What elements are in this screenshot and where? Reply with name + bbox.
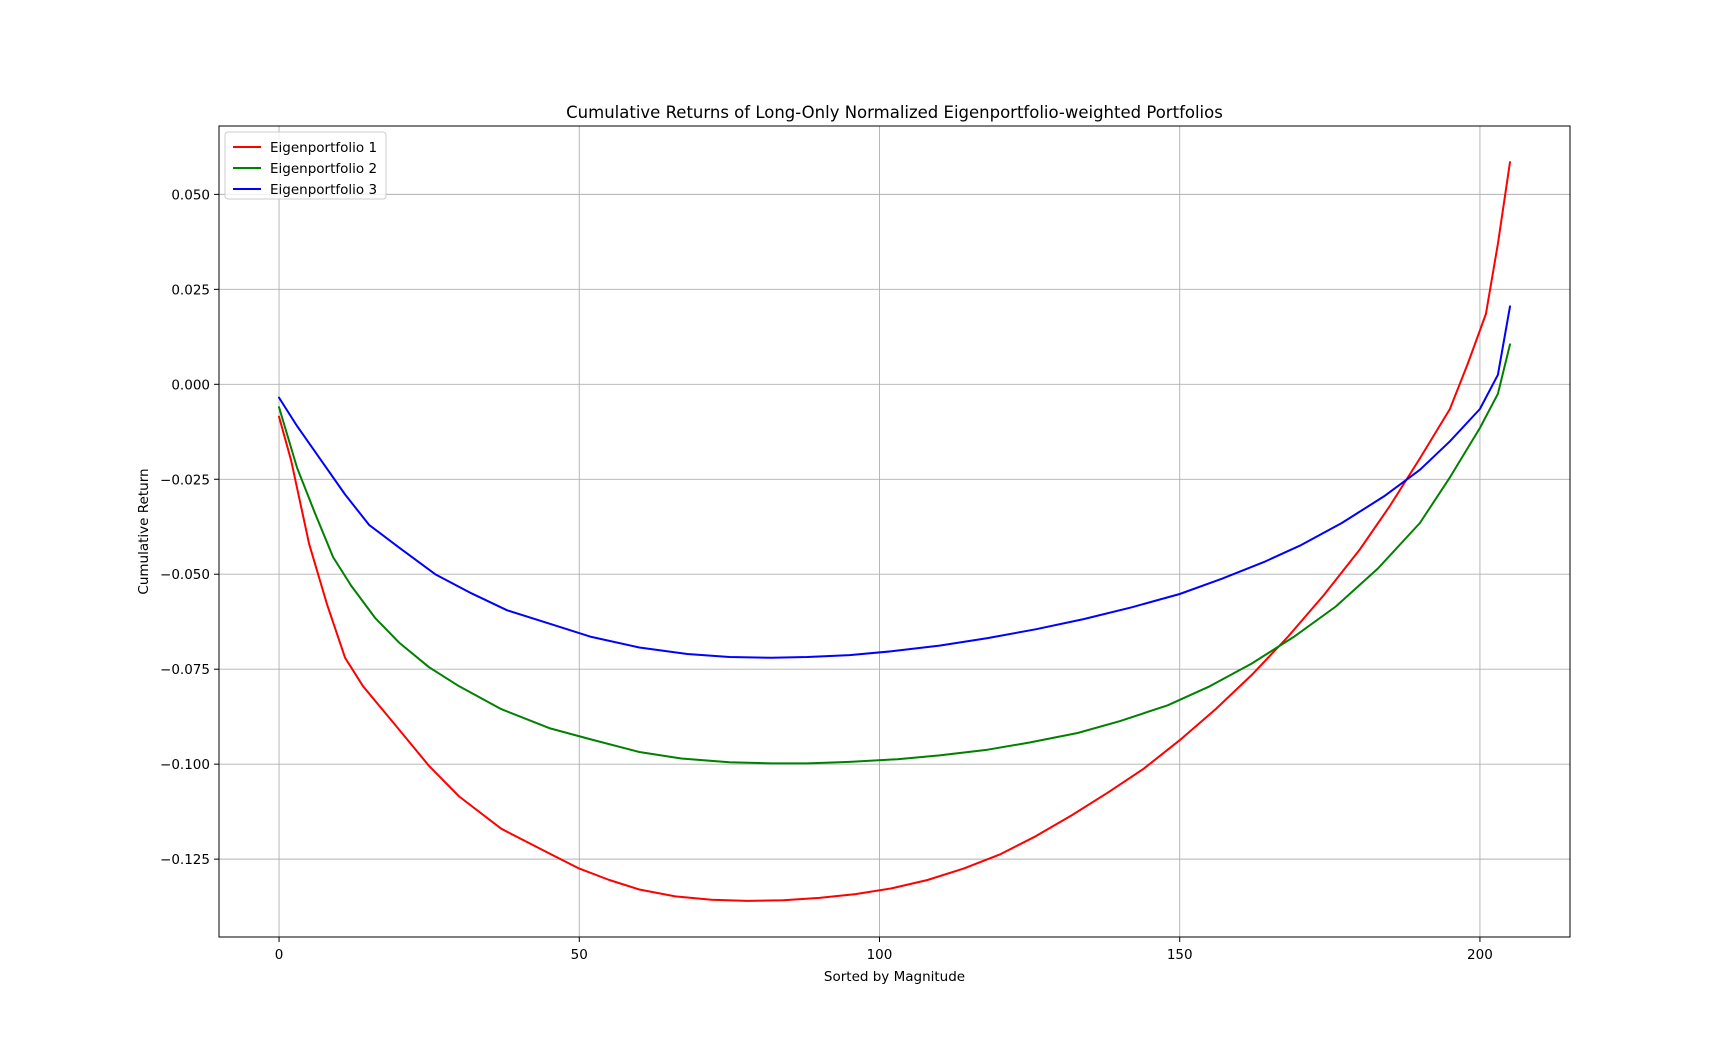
y-axis: −0.125 −0.100 −0.075 −0.050 −0.025 0.000 0.025… xyxy=(160,187,219,868)
legend-label: Eigenportfolio 3 xyxy=(270,182,377,198)
series-line-eigenportfolio-1 xyxy=(278,161,1511,902)
series-line-eigenportfolio-3 xyxy=(278,305,1511,659)
legend-label: Eigenportfolio 1 xyxy=(270,140,377,156)
y-tick-label: −0.050 xyxy=(160,567,210,583)
y-tick-label: −0.125 xyxy=(160,852,210,868)
grid xyxy=(219,126,1570,937)
series-line-eigenportfolio-2 xyxy=(278,343,1511,765)
series-lines xyxy=(278,161,1511,902)
x-tick-label: 50 xyxy=(571,947,588,963)
y-axis-label: Cumulative Return xyxy=(136,468,152,594)
y-tick-label: 0.050 xyxy=(171,187,210,203)
y-tick-label: 0.000 xyxy=(171,377,210,393)
x-tick-label: 200 xyxy=(1467,947,1493,963)
legend-label: Eigenportfolio 2 xyxy=(270,161,377,177)
legend-box xyxy=(224,131,387,200)
y-tick-label: −0.075 xyxy=(160,662,210,678)
y-tick-label: −0.025 xyxy=(160,472,210,488)
x-tick-label: 100 xyxy=(867,947,893,963)
x-tick-label: 150 xyxy=(1167,947,1193,963)
x-tick-label: 0 xyxy=(275,947,284,963)
y-tick-label: −0.100 xyxy=(160,757,210,773)
x-axis-label: Sorted by Magnitude xyxy=(824,969,965,985)
x-axis: 0 50 100 150 200 xyxy=(275,937,1493,963)
legend: Eigenportfolio 1 Eigenportfolio 2 Eigenpor… xyxy=(224,131,387,200)
plot-frame xyxy=(218,125,1571,938)
y-tick-label: 0.025 xyxy=(171,282,210,298)
chart-title: Cumulative Returns of Long-Only Normaliz… xyxy=(566,103,1223,122)
